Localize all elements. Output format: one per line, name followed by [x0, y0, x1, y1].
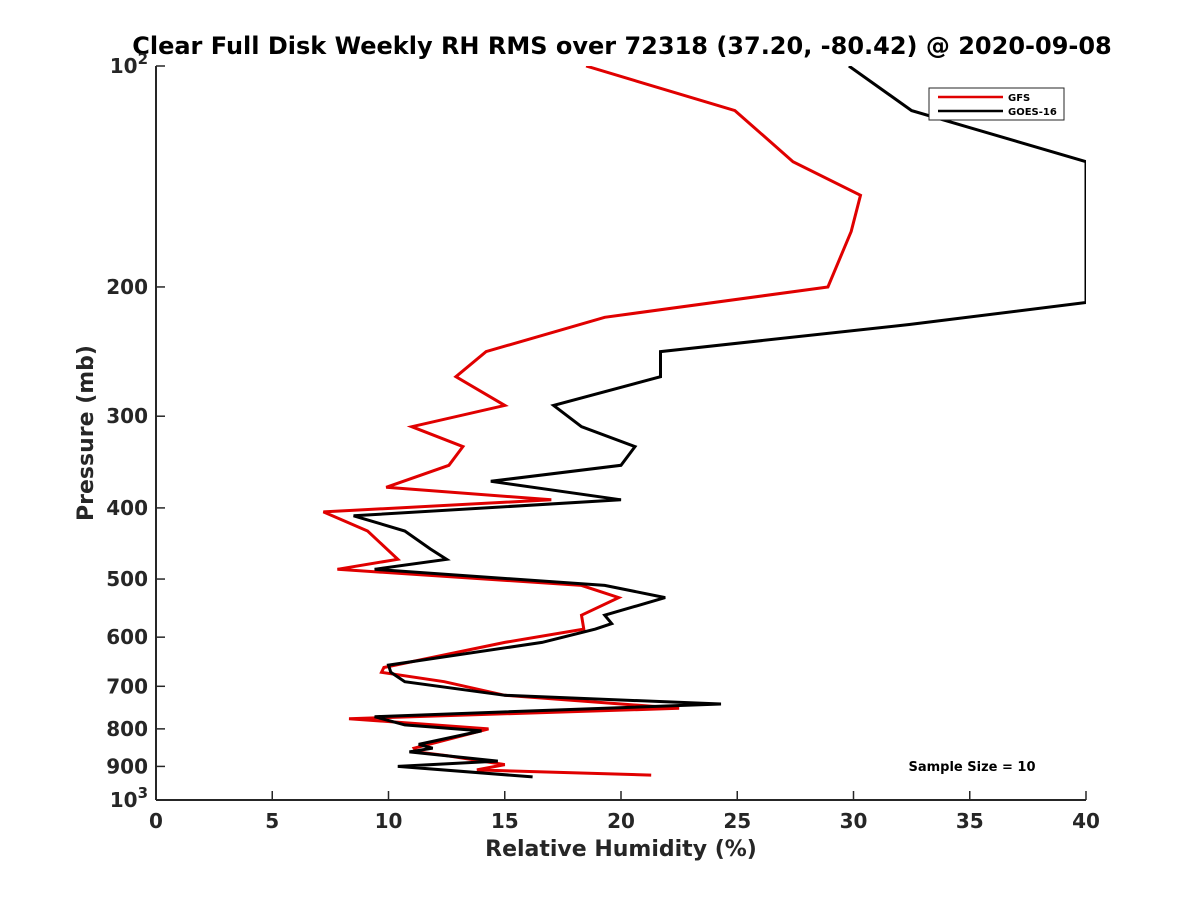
legend-label-goes16: GOES-16: [1008, 107, 1057, 118]
series-lines: [322, 66, 1086, 779]
x-tick-label: 30: [840, 809, 868, 833]
legend-box: [928, 87, 1065, 121]
x-tick-label: 25: [723, 809, 751, 833]
series-line-goes16: [353, 66, 1086, 779]
y-tick-label: 300: [106, 404, 148, 428]
y-tick-label: 600: [106, 625, 148, 649]
axes: 0 5 10 15 20 25 30 35 40 200 300 400 500 600 700 800 900…: [106, 50, 1100, 833]
y-tick-label: 900: [106, 754, 148, 778]
x-tick-label: 15: [491, 809, 519, 833]
y-axis-label: Pressure (mb): [74, 345, 99, 521]
x-axis-label: Relative Humidity (%): [485, 837, 757, 862]
x-tick-label: 40: [1072, 809, 1100, 833]
sample-size-annotation: Sample Size = 10: [908, 760, 1035, 775]
plot-area: [322, 66, 1086, 779]
legend-label-gfs: GFS: [1008, 93, 1030, 104]
series-line-gfs: [322, 66, 863, 777]
y-tick-label-power: 103: [110, 784, 148, 812]
y-tick-label: 200: [106, 275, 148, 299]
y-tick-label: 500: [106, 567, 148, 591]
x-tick-label: 20: [607, 809, 635, 833]
y-tick-label: 700: [106, 674, 148, 698]
x-tick-label: 0: [149, 809, 163, 833]
y-tick-label: 800: [106, 717, 148, 741]
x-tick-label: 10: [375, 809, 403, 833]
x-tick-label: 5: [265, 809, 279, 833]
x-tick-label: 35: [956, 809, 984, 833]
legend: GFS GOES-16: [928, 87, 1065, 121]
y-tick-label: 400: [106, 496, 148, 520]
y-tick-label-power: 102: [110, 50, 148, 78]
chart-title: Clear Full Disk Weekly RH RMS over 72318…: [132, 32, 1112, 60]
